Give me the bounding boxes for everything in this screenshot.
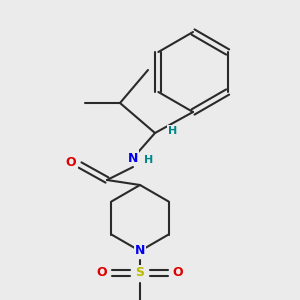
Text: O: O	[97, 266, 107, 280]
Text: H: H	[168, 126, 178, 136]
Text: H: H	[144, 155, 154, 165]
Text: N: N	[128, 152, 138, 164]
Text: N: N	[135, 244, 145, 257]
Text: O: O	[66, 157, 76, 169]
Text: S: S	[136, 266, 145, 280]
Text: O: O	[173, 266, 183, 280]
